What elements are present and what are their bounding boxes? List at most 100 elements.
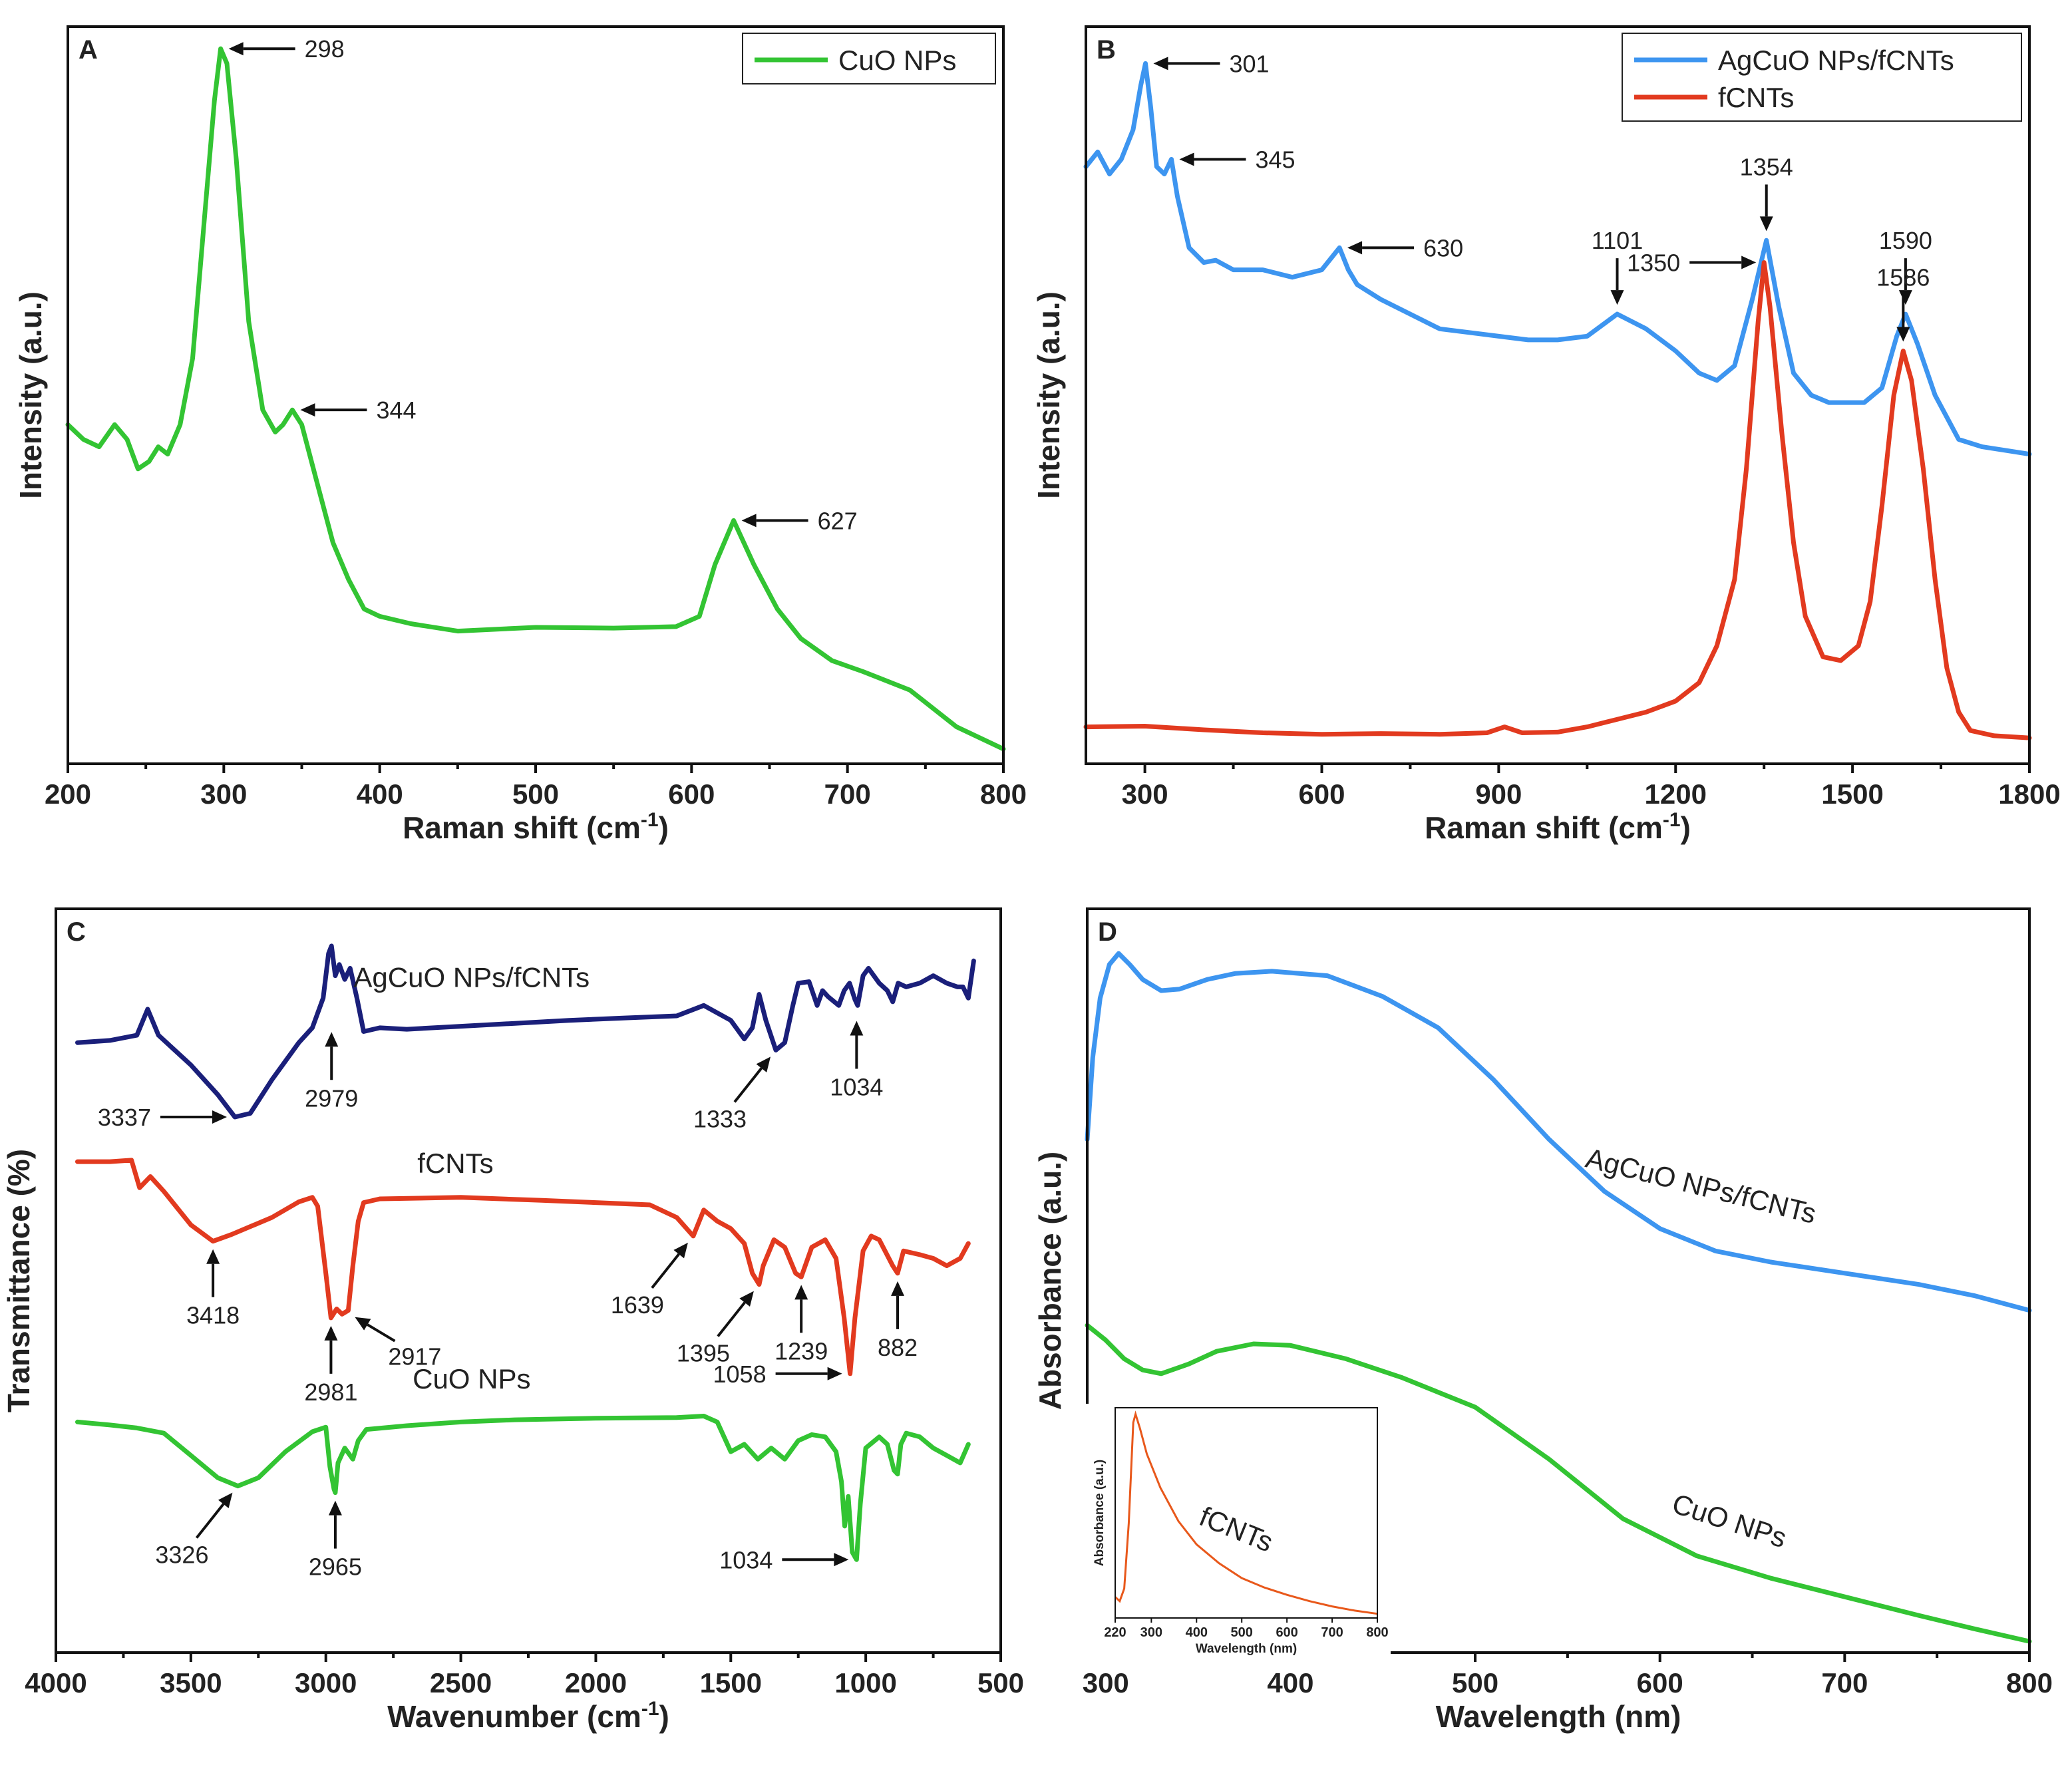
c-annotation-arrow-5-head (324, 1325, 338, 1341)
c-x-axis-label: Wavenumber (cm-1) (387, 1698, 669, 1734)
d-inset-xtick-label-0: 220 (1104, 1625, 1126, 1640)
b-panel-label: B (1097, 35, 1116, 65)
d-panel-label: D (1098, 917, 1117, 947)
c-xtick-label-5: 1500 (700, 1667, 762, 1698)
c-annotation-arrow-9-head (794, 1285, 808, 1300)
c-annotation-arrow-4-head (206, 1249, 220, 1264)
d-y-axis-label: Absorbance (a.u.) (1033, 1152, 1067, 1410)
c-series-fcnts (75, 1158, 971, 1376)
c-annotation-arrow-0-head (212, 1110, 227, 1124)
a-y-axis-label: Intensity (a.u.) (13, 291, 48, 499)
c-annotation-arrow-11-head (827, 1367, 842, 1380)
d-inset: 220 300 400 500 600 700 800 Wavelength (nm) Abso… (1082, 1404, 1391, 1667)
a-annotation-label-0: 298 (305, 35, 345, 63)
c-curve-label-1: fCNTs (417, 1148, 493, 1179)
b-plot-frame (1085, 25, 2031, 765)
b-annotation-arrow-4-head (1759, 216, 1773, 232)
b-annotation-arrow-3-head (1610, 290, 1624, 305)
b-annotation-label-5: 1590 (1879, 227, 1932, 254)
b-series-agcuo-nps-fcnts (1083, 61, 2032, 457)
c-annotation-arrow-12-head (218, 1492, 233, 1509)
c-xtick-label-0: 4000 (25, 1667, 86, 1698)
c-annotation-arrow-10-head (891, 1281, 905, 1296)
b-annotation-label-0: 301 (1230, 50, 1270, 77)
c-xtick-label-2: 3000 (295, 1667, 357, 1698)
d-curve-label-1: CuO NPs (1669, 1488, 1791, 1554)
d-inset-xtick-label-2: 400 (1186, 1625, 1208, 1640)
d-inset-bg (1082, 1404, 1391, 1667)
b-xtick-label-0: 300 (1122, 778, 1168, 810)
c-annotation-arrow-13-head (328, 1500, 342, 1516)
d-inset-xtick-label-3: 500 (1231, 1625, 1253, 1640)
d-xtick-label-3: 600 (1637, 1667, 1683, 1698)
c-annotation-label-1: 2979 (305, 1084, 358, 1112)
a-xtick-label-0: 200 (45, 778, 91, 810)
d-inset-xtick-label-5: 700 (1321, 1625, 1343, 1640)
c-annotation-label-5: 2981 (304, 1378, 357, 1406)
c-series-cuo-nps (75, 1414, 971, 1562)
a-x-axis-label: Raman shift (cm-1) (403, 809, 669, 845)
c-series-agcuo-nps-fcnts (75, 943, 976, 1120)
c-curve-label-2: CuO NPs (413, 1363, 530, 1394)
d-inset-xtick-label-1: 300 (1140, 1625, 1162, 1640)
a-plot-frame (67, 25, 1005, 765)
b-annotation-label-2: 630 (1423, 234, 1463, 261)
d-xtick-label-4: 700 (1821, 1667, 1868, 1698)
c-annotation-label-11: 1058 (713, 1361, 767, 1388)
b-xtick-label-2: 900 (1475, 778, 1522, 810)
a-series-cuo-nps (65, 46, 1006, 752)
b-annotation-arrow-7-head (1896, 327, 1910, 342)
panel-b: 300 600 900 1200 1500 1800 Raman shift (cm-1) I… (1031, 25, 2061, 845)
b-annotation-arrow-0-head (1153, 57, 1168, 71)
a-legend: CuO NPs (742, 33, 996, 84)
b-xtick-label-1: 600 (1298, 778, 1345, 810)
d-inset-xtick-label-4: 600 (1276, 1625, 1297, 1640)
c-annotation-arrow-3-head (850, 1021, 864, 1036)
a-xtick-label-3: 500 (512, 778, 559, 810)
a-xtick-label-4: 600 (668, 778, 715, 810)
c-panel-label: C (67, 917, 86, 947)
a-panel-label: A (79, 35, 98, 65)
d-xtick-label-1: 400 (1267, 1667, 1313, 1698)
c-annotation-arrow-6-shaft (367, 1323, 396, 1343)
a-xtick-label-2: 400 (357, 778, 403, 810)
b-annotation-arrow-2-head (1347, 241, 1363, 255)
c-annotation-arrow-6-head (355, 1317, 371, 1331)
c-annotation-label-0: 3337 (98, 1104, 151, 1131)
c-xtick-label-6: 1000 (834, 1667, 896, 1698)
b-y-axis-label: Intensity (a.u.) (1031, 291, 1066, 499)
c-annotation-arrow-1-head (325, 1032, 339, 1047)
c-xtick-label-4: 2000 (565, 1667, 627, 1698)
c-annotation-label-14: 1034 (719, 1546, 773, 1573)
c-annotation-label-10: 882 (878, 1334, 918, 1361)
c-annotation-arrow-7-shaft (651, 1253, 680, 1289)
c-annotation-label-6: 2917 (388, 1343, 441, 1370)
b-annotation-label-1: 345 (1256, 146, 1295, 173)
b-annotation-arrow-6-head (1741, 255, 1757, 269)
c-annotation-label-12: 3326 (155, 1541, 208, 1569)
d-inset-frame (1115, 1407, 1378, 1619)
a-annotation-arrow-1-head (300, 403, 315, 417)
a-xtick-label-1: 300 (200, 778, 247, 810)
b-series-fcnts (1083, 260, 2032, 740)
c-annotation-arrow-2-head (756, 1056, 771, 1072)
c-annotation-arrow-8-shaft (717, 1301, 746, 1337)
b-annotation-label-7: 1586 (1876, 264, 1930, 291)
b-annotation-arrow-5-head (1898, 290, 1912, 305)
d-x-axis-label: Wavelength (nm) (1436, 1699, 1681, 1734)
d-inset-series-fcnts (1114, 1410, 1378, 1615)
d-series-agcuo-nps-fcnts (1085, 951, 2032, 1313)
c-annotation-arrow-7-head (673, 1242, 688, 1259)
a-annotation-arrow-2-head (741, 514, 757, 528)
c-xtick-label-3: 2500 (430, 1667, 492, 1698)
b-xtick-label-3: 1200 (1645, 778, 1707, 810)
d-inset-x-axis-label: Wavelength (nm) (1196, 1642, 1297, 1656)
c-annotation-label-8: 1395 (677, 1340, 730, 1367)
a-annotation-arrow-0-head (228, 42, 244, 56)
a-xtick-label-6: 800 (980, 778, 1027, 810)
b-annotation-label-6: 1350 (1627, 249, 1680, 277)
a-annotation-label-1: 344 (376, 397, 416, 424)
b-x-axis-label: Raman shift (cm-1) (1425, 809, 1691, 845)
c-annotation-arrow-14-head (834, 1553, 849, 1567)
